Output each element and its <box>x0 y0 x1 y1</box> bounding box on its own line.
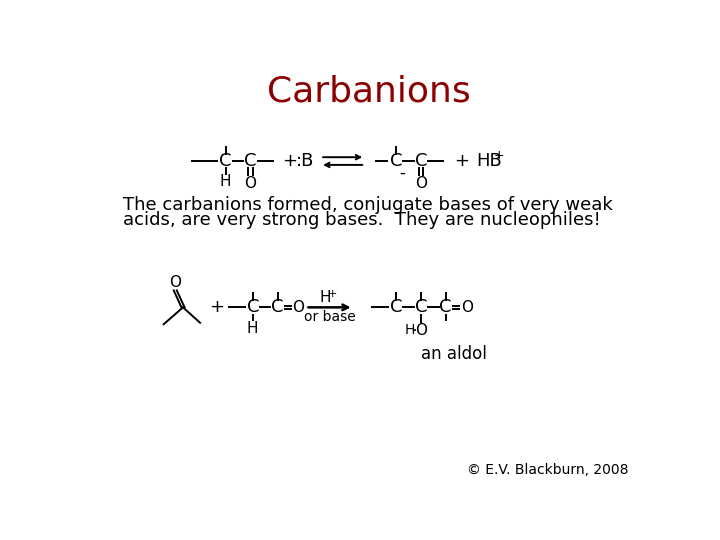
Text: H: H <box>320 290 331 305</box>
Text: C: C <box>439 298 452 316</box>
Text: C: C <box>244 152 256 170</box>
Text: :B: :B <box>296 152 315 170</box>
Text: O: O <box>292 300 305 315</box>
Text: O: O <box>461 300 472 315</box>
Text: H: H <box>220 174 231 190</box>
Text: +: + <box>454 152 469 170</box>
Text: O: O <box>244 176 256 191</box>
Text: O: O <box>415 176 427 191</box>
Text: or base: or base <box>304 310 356 325</box>
Text: +: + <box>282 152 297 170</box>
Text: O: O <box>415 323 427 338</box>
Text: C: C <box>390 298 402 316</box>
Text: H: H <box>405 323 415 338</box>
Text: C: C <box>220 152 232 170</box>
Text: C: C <box>390 152 402 170</box>
Text: +: + <box>209 298 224 316</box>
Text: © E.V. Blackburn, 2008: © E.V. Blackburn, 2008 <box>467 463 629 477</box>
Text: acids, are very strong bases.  They are nucleophiles!: acids, are very strong bases. They are n… <box>122 211 600 230</box>
Text: C: C <box>415 298 427 316</box>
Text: +: + <box>494 149 505 162</box>
Text: Carbanions: Carbanions <box>267 75 471 109</box>
Text: O: O <box>169 275 181 290</box>
Text: C: C <box>415 152 427 170</box>
Text: +: + <box>328 289 337 299</box>
Text: C: C <box>271 298 284 316</box>
Text: C: C <box>246 298 259 316</box>
Text: The carbanions formed, conjugate bases of very weak: The carbanions formed, conjugate bases o… <box>122 196 612 214</box>
Text: -: - <box>400 164 405 181</box>
Text: H: H <box>247 321 258 336</box>
Text: HB: HB <box>476 152 502 170</box>
Text: an aldol: an aldol <box>421 345 487 362</box>
